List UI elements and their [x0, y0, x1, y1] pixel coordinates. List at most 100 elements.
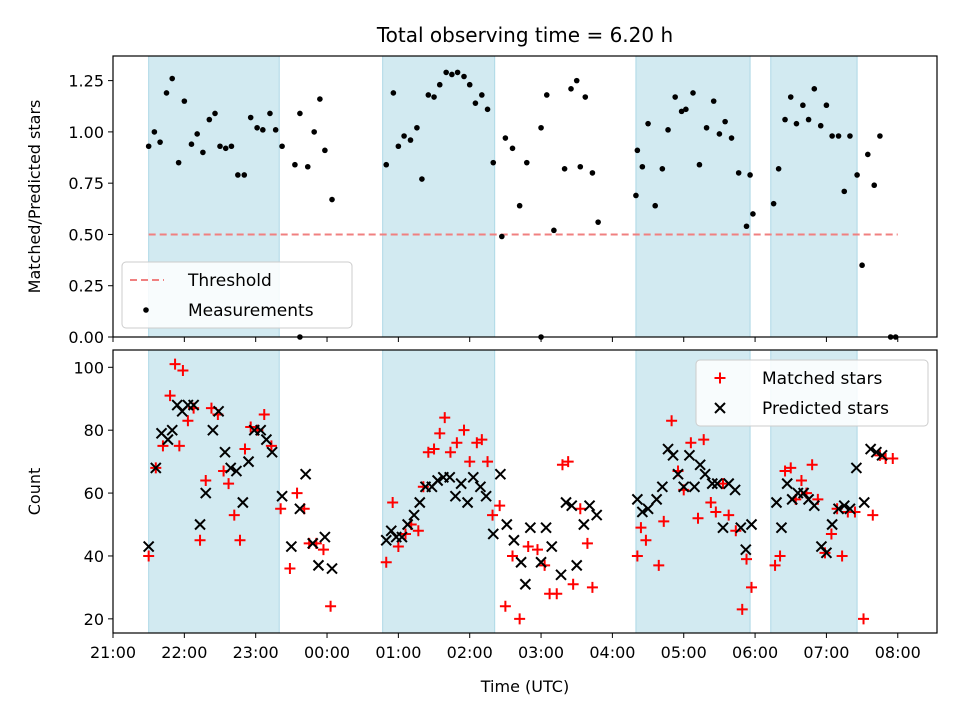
data-point	[291, 487, 303, 499]
x-tick-label: 08:00	[875, 643, 921, 662]
data-point	[169, 75, 176, 82]
series-predicted-stars	[142, 399, 888, 590]
data-point	[582, 94, 589, 100]
data-point	[665, 127, 671, 133]
data-point	[502, 135, 509, 141]
data-point	[811, 86, 818, 92]
data-point	[260, 433, 273, 446]
data-point	[535, 556, 547, 568]
data-point	[750, 211, 756, 217]
data-point	[454, 69, 461, 76]
data-point	[200, 487, 212, 499]
data-point	[658, 515, 670, 527]
data-point	[317, 96, 323, 102]
data-point	[150, 462, 162, 474]
data-point	[173, 440, 185, 452]
data-point	[578, 518, 590, 531]
data-point	[228, 509, 240, 521]
data-point	[145, 143, 152, 150]
data-point	[516, 202, 523, 209]
data-point	[508, 534, 520, 546]
y-tick-label: 40	[84, 547, 104, 566]
data-point	[683, 449, 696, 462]
data-point	[694, 459, 706, 471]
data-point	[736, 603, 748, 615]
data-point	[472, 100, 479, 106]
data-point	[775, 166, 782, 172]
data-point	[467, 471, 479, 484]
data-point	[422, 446, 434, 458]
data-point	[652, 202, 658, 209]
y-tick-label: 0.75	[68, 174, 104, 193]
data-point	[698, 434, 710, 446]
data-point	[634, 147, 641, 154]
data-point	[716, 131, 723, 137]
data-point	[151, 129, 158, 135]
data-point	[672, 468, 684, 480]
data-point	[633, 192, 639, 199]
data-point	[556, 459, 568, 471]
data-point	[775, 521, 788, 534]
data-point	[696, 161, 703, 168]
data-point	[234, 534, 246, 546]
data-point	[631, 550, 643, 562]
data-point	[808, 499, 820, 512]
data-point	[279, 143, 285, 150]
data-point	[326, 562, 338, 575]
data-point	[163, 90, 170, 96]
x-tick-label: 05:00	[661, 643, 707, 662]
data-point	[285, 540, 298, 553]
data-point	[299, 468, 312, 480]
data-point	[640, 534, 652, 546]
data-point	[867, 509, 879, 521]
data-point	[311, 129, 317, 135]
data-point	[207, 424, 219, 436]
data-point	[401, 518, 414, 531]
data-point	[225, 462, 237, 474]
y-tick-label: 60	[84, 484, 104, 503]
data-point	[480, 490, 492, 502]
data-point	[260, 127, 266, 133]
data-point	[164, 390, 176, 402]
data-point	[581, 537, 593, 549]
data-point	[494, 500, 506, 512]
data-point	[407, 137, 414, 143]
data-point	[538, 124, 544, 131]
data-point	[322, 147, 328, 154]
data-point	[396, 531, 408, 543]
data-point	[562, 456, 574, 468]
data-point	[455, 477, 467, 490]
data-point	[474, 481, 487, 493]
data-point	[566, 499, 578, 512]
data-point	[499, 233, 505, 240]
data-point	[567, 578, 579, 590]
data-point	[181, 98, 188, 104]
data-point	[237, 496, 249, 509]
data-point	[222, 145, 229, 152]
data-point	[431, 94, 437, 100]
data-point	[728, 135, 735, 141]
data-point	[779, 465, 791, 477]
data-point	[157, 440, 169, 452]
data-point	[672, 94, 678, 100]
data-point	[722, 118, 728, 125]
data-point	[449, 71, 455, 78]
data-point	[800, 102, 806, 109]
data-point	[235, 172, 241, 178]
data-point	[705, 497, 717, 509]
y-tick-label: 20	[84, 610, 104, 629]
data-point	[825, 528, 837, 540]
data-point	[717, 521, 729, 534]
data-point	[383, 161, 390, 168]
panel-ratio: 0.00 0.25 0.50 0.75 1.00 1.25 Matched/Predicte…	[25, 55, 938, 347]
data-point	[451, 437, 463, 449]
data-point	[395, 143, 402, 150]
data-point	[586, 581, 598, 593]
data-point	[417, 481, 429, 493]
data-point	[494, 468, 507, 480]
shaded-interval	[382, 349, 496, 634]
data-point	[636, 506, 649, 518]
data-point	[166, 424, 178, 436]
data-point	[645, 120, 651, 127]
data-point	[461, 496, 474, 509]
